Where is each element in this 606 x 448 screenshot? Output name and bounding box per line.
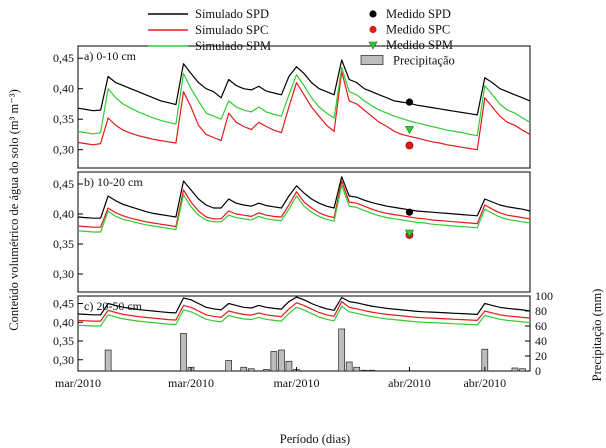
y-tick-label: 0,40 (53, 315, 74, 329)
legend-marker (368, 41, 378, 50)
measured-point (404, 126, 414, 134)
panel-frame (77, 45, 531, 169)
precipitation-bar (360, 369, 368, 372)
precipitation-bar (368, 369, 376, 372)
y-axis-title: Conteúdo volumétrico de água do solo (m³… (7, 89, 21, 330)
x-tick-label: abr/2010 (388, 376, 431, 390)
panel-frame (77, 295, 531, 372)
legend-label: Simulado SPD (195, 7, 269, 21)
precipitation-bar (345, 361, 353, 372)
legend-label: Simulado SPM (195, 39, 271, 53)
panel-label: c) 20-50 cm (84, 299, 143, 313)
x-tick-label: mar/2010 (168, 376, 214, 390)
y-tick-label: 0,35 (53, 237, 74, 251)
series-line (77, 301, 531, 322)
y-tick-label: 0,45 (53, 297, 74, 311)
series-line (77, 296, 531, 316)
series-line (77, 70, 531, 151)
precipitation-bar (338, 328, 346, 372)
y2-tick-label: 100 (535, 289, 553, 303)
y-tick-label: 0,30 (53, 143, 74, 157)
y-tick-label: 0,40 (53, 207, 74, 221)
x-tick-label: mar/2010 (55, 376, 101, 390)
x-tick-label: mar/2010 (273, 376, 319, 390)
precipitation-bar (270, 351, 278, 372)
y2-tick-label: 0 (535, 364, 541, 378)
precipitation-bar (519, 368, 526, 372)
y2-tick-label: 40 (535, 334, 547, 348)
precipitation-bar (225, 360, 233, 372)
precipitation-bar (278, 349, 285, 372)
series-line (77, 180, 531, 228)
series-line (77, 59, 531, 116)
legend-label: Medido SPC (386, 23, 450, 37)
precipitation-bar (180, 333, 187, 372)
panel-frame (77, 171, 531, 293)
y-tick-label: 0,30 (53, 267, 74, 281)
legend-label: Medido SPD (386, 7, 451, 21)
y-tick-label: 0,40 (53, 82, 74, 96)
y-tick-label: 0,35 (53, 334, 74, 348)
legend-marker (369, 25, 377, 34)
precipitation-bar (104, 349, 112, 372)
y2-tick-label: 80 (535, 304, 547, 318)
y-axis-right-title: Precipitação (mm) (590, 289, 604, 382)
precipitation-bar (285, 360, 293, 372)
precipitation-bar (353, 366, 361, 372)
series-line (77, 184, 531, 233)
y-tick-label: 0,35 (53, 112, 74, 126)
measured-point (405, 98, 414, 106)
legend-bar-swatch (360, 55, 384, 65)
precipitation-bar (511, 367, 519, 372)
measured-point (405, 141, 414, 150)
x-axis-title: Período (dias) (280, 432, 350, 446)
y2-tick-label: 60 (535, 319, 547, 333)
y2-tick-label: 20 (535, 349, 547, 363)
legend-label: Medido SPM (386, 38, 453, 52)
panel-label: a) 0-10 cm (84, 49, 137, 63)
precipitation-bar (247, 368, 255, 372)
x-tick-label: abr/2010 (463, 376, 506, 390)
y-tick-label: 0,45 (53, 177, 74, 191)
measured-point (405, 208, 414, 216)
series-line (77, 305, 531, 327)
series-line (77, 66, 531, 137)
legend-marker (369, 10, 377, 18)
precipitation-bar (262, 369, 270, 372)
series-line (77, 176, 531, 219)
measured-point (404, 229, 414, 238)
panel-label: b) 10-20 cm (84, 175, 143, 189)
y-tick-label: 0,45 (53, 51, 74, 65)
legend-label: Simulado SPC (195, 23, 268, 37)
legend-label: Precipitação (393, 54, 455, 68)
y-tick-label: 0,30 (53, 353, 74, 367)
precipitation-bar (240, 366, 248, 372)
